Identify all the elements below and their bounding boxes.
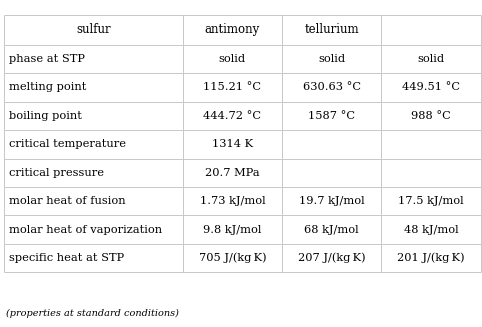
Text: 68 kJ/mol: 68 kJ/mol (304, 225, 359, 235)
Text: (properties at standard conditions): (properties at standard conditions) (6, 309, 179, 318)
Text: critical temperature: critical temperature (9, 139, 126, 149)
Text: 207 J/(kg K): 207 J/(kg K) (298, 253, 365, 264)
Text: boiling point: boiling point (9, 111, 81, 121)
Text: melting point: melting point (9, 82, 86, 93)
Text: 705 J/(kg K): 705 J/(kg K) (199, 253, 266, 264)
Text: 17.5 kJ/mol: 17.5 kJ/mol (398, 196, 464, 206)
Text: 115.21 °C: 115.21 °C (203, 82, 261, 93)
Text: critical pressure: critical pressure (9, 168, 104, 178)
Text: 20.7 MPa: 20.7 MPa (205, 168, 260, 178)
Text: antimony: antimony (205, 23, 260, 36)
Text: 48 kJ/mol: 48 kJ/mol (404, 225, 458, 235)
Text: 630.63 °C: 630.63 °C (303, 82, 361, 93)
Text: phase at STP: phase at STP (9, 54, 84, 64)
Text: 449.51 °C: 449.51 °C (402, 82, 460, 93)
Text: tellurium: tellurium (304, 23, 359, 36)
Text: molar heat of vaporization: molar heat of vaporization (9, 225, 162, 235)
Text: 1.73 kJ/mol: 1.73 kJ/mol (200, 196, 265, 206)
Text: 9.8 kJ/mol: 9.8 kJ/mol (203, 225, 262, 235)
Text: 201 J/(kg K): 201 J/(kg K) (397, 253, 465, 264)
Text: solid: solid (417, 54, 445, 64)
Text: 1314 K: 1314 K (212, 139, 253, 149)
Text: solid: solid (318, 54, 345, 64)
Text: 19.7 kJ/mol: 19.7 kJ/mol (299, 196, 364, 206)
Text: 1587 °C: 1587 °C (308, 111, 355, 121)
Text: specific heat at STP: specific heat at STP (9, 253, 124, 263)
Text: 988 °C: 988 °C (411, 111, 451, 121)
Text: solid: solid (219, 54, 246, 64)
Text: molar heat of fusion: molar heat of fusion (9, 196, 125, 206)
Text: sulfur: sulfur (76, 23, 111, 36)
Text: 444.72 °C: 444.72 °C (203, 111, 261, 121)
